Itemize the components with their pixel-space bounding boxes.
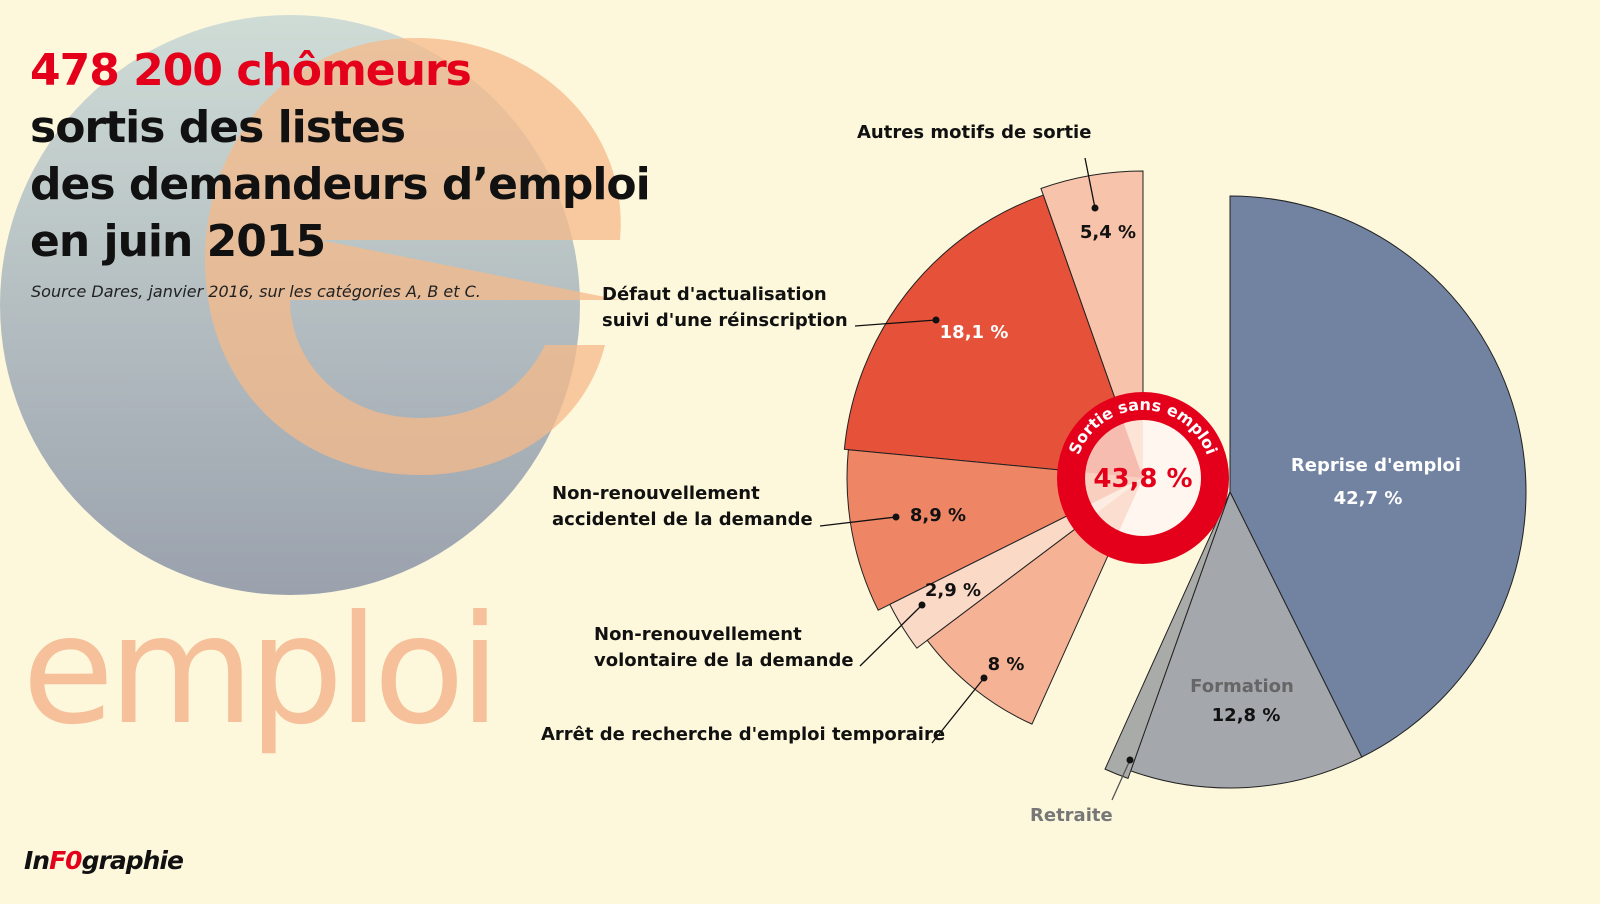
title-line-4: en juin 2015 [30,216,326,267]
leader-autres-motifs [1084,157,1099,212]
label-line: Défaut d'actualisation [602,284,827,305]
leader-non-renouvellement-volontaire [859,601,926,667]
inner-slice-non-renouvellement-volontaire [1091,478,1143,513]
value-label-non-renouvellement-volontaire: 2,9 % [925,580,981,601]
inner-slice-defaut-actualisation [1085,423,1143,478]
slice-formation [1130,490,1363,789]
slice-retraite [1104,491,1231,780]
background-letter-e [205,37,621,476]
center-inner-disc [1085,420,1201,536]
logo-prefix: In [24,846,50,875]
label-non-renouvellement-accidentel: Non-renouvellement accidentel de la deman… [552,481,813,533]
label-line: volontaire de la demande [594,650,854,671]
name-label-formation: Formation [1190,676,1294,697]
title-line-headline: 478 200 chômeurs [30,45,472,96]
label-line: accidentel de la demande [552,509,813,530]
name-label-reprise-emploi: Reprise d'emploi [1291,455,1461,476]
center-value-label: 43,8 % [1093,464,1192,494]
slice-defaut-actualisation [843,194,1144,479]
inner-slice-arret-recherche [1096,478,1143,531]
value-label-formation: 12,8 % [1212,705,1281,726]
title-line-3: des demandeurs d’emploi [30,159,651,210]
label-autres-motifs: Autres motifs de sortie [857,122,1092,143]
inner-slice-non-renouvellement-accidentel [1085,472,1143,504]
source-note: Source Dares, janvier 2016, sur les caté… [31,282,481,301]
value-label-autres-motifs: 5,4 % [1080,222,1136,243]
value-label-defaut-actualisation: 18,1 % [940,322,1009,343]
slice-reprise-emploi [1229,195,1527,758]
title-line-2: sortis des listes [30,102,406,153]
label-line: Non-renouvellement [594,624,802,645]
label-line: Non-renouvellement [552,483,760,504]
value-label-reprise-emploi: 42,7 % [1334,488,1403,509]
leader-defaut-actualisation [854,316,940,327]
label-line: suivi d'une réinscription [602,310,848,331]
leader-retraite [1111,756,1134,801]
leader-arret-recherche [931,674,988,744]
infographie-logo: InF0graphie [24,846,184,875]
logo-suffix: graphie [81,846,184,875]
value-label-arret-recherche: 8 % [988,654,1025,675]
background-word-emploi: emploi [22,584,495,758]
label-non-renouvellement-volontaire: Non-renouvellement volontaire de la deman… [594,622,854,674]
label-defaut-actualisation: Défaut d'actualisation suivi d'une réinsc… [602,282,848,334]
label-retraite: Retraite [1030,805,1113,826]
sortie-sans-emploi-ring [1057,392,1229,564]
value-label-non-renouvellement-accidentel: 8,9 % [910,505,966,526]
inner-slice-autres-motifs [1123,420,1143,478]
title-block: 478 200 chômeurs sortis des listes des d… [30,42,651,270]
leader-non-renouvellement-accidentel [819,513,900,527]
logo-fo: F0 [49,846,82,875]
label-arret-recherche: Arrêt de recherche d'emploi temporaire [541,724,946,745]
